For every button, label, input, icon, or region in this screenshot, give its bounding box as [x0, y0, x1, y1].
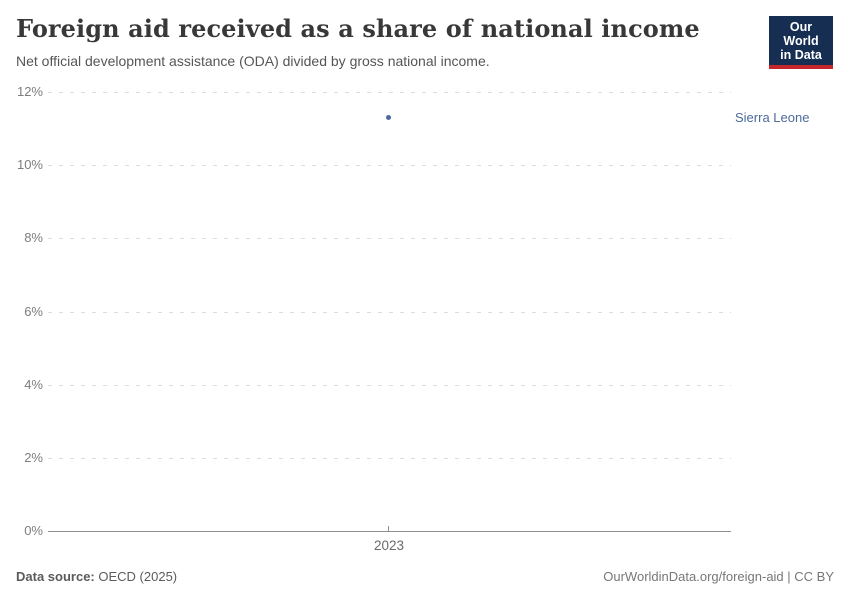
page-subtitle: Net official development assistance (ODA…	[16, 53, 490, 69]
y-tick-label: 12%	[16, 84, 43, 99]
y-tick-label: 8%	[24, 230, 43, 246]
owid-logo-line2: in Data	[780, 48, 822, 62]
entity-label[interactable]: Sierra Leone	[735, 109, 810, 125]
y-tick-label: 2%	[24, 449, 43, 465]
page-title: Foreign aid received as a share of natio…	[16, 14, 700, 43]
y-tick-label: 0%	[24, 523, 43, 538]
datasource-label: Data source:	[16, 569, 95, 584]
y-tick-label: 4%	[24, 376, 43, 392]
x-tick-label: 2023	[373, 538, 405, 553]
footer-attribution[interactable]: OurWorldinData.org/foreign-aid | CC BY	[603, 569, 834, 584]
gridline	[48, 92, 731, 93]
y-tick-label: 10%	[16, 157, 43, 173]
datasource-value[interactable]: OECD (2025)	[98, 569, 178, 584]
gridline	[48, 238, 731, 240]
y-tick-label: 6%	[24, 303, 43, 319]
gridline	[48, 384, 731, 386]
owid-logo-line1: Our World	[783, 20, 819, 48]
x-tick	[388, 526, 389, 531]
gridline	[48, 165, 731, 167]
gridline	[48, 457, 731, 459]
x-axis-line	[48, 531, 731, 532]
gridline	[48, 311, 731, 313]
owid-logo[interactable]: Our World in Data	[769, 16, 833, 69]
footer-datasource: Data source: OECD (2025)	[16, 569, 177, 584]
data-point[interactable]	[385, 115, 391, 121]
